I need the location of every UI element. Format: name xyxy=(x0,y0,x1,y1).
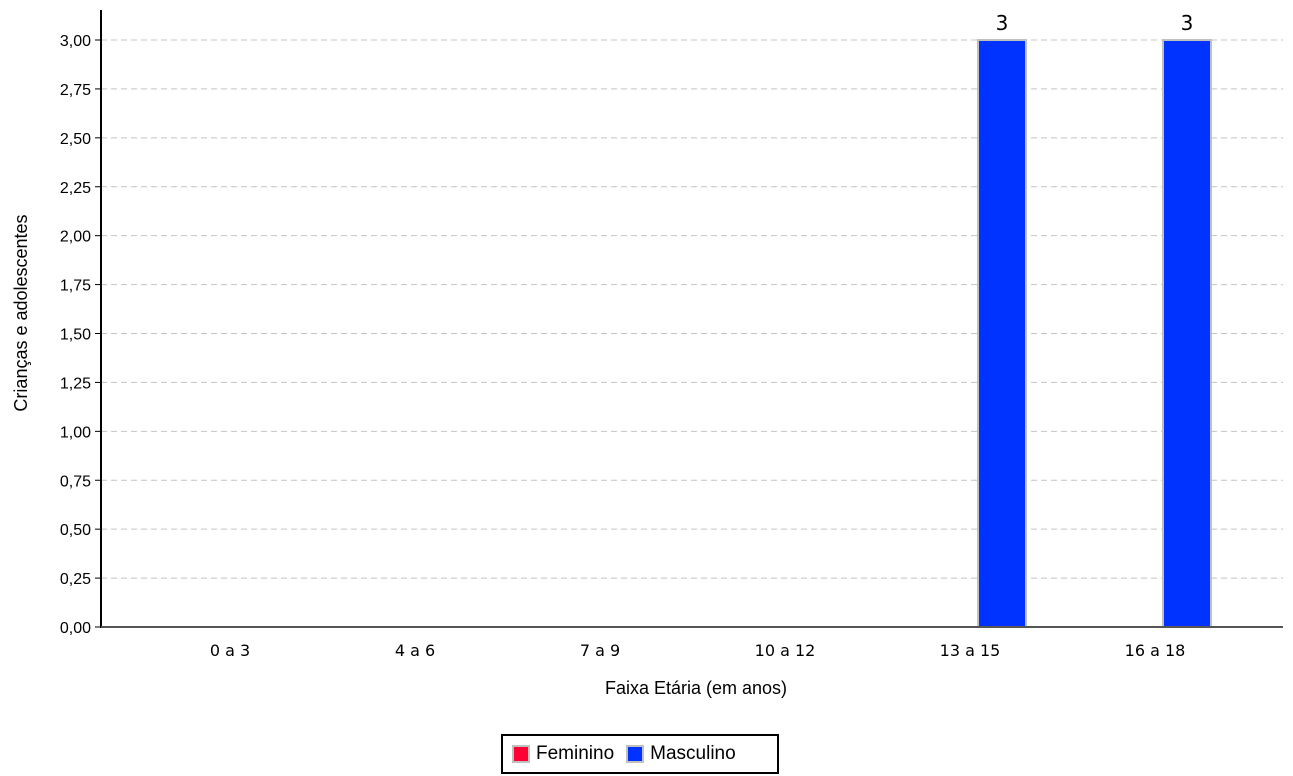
legend-label-masculino: Masculino xyxy=(650,743,736,764)
x-tick-label: 0 a 3 xyxy=(210,641,250,660)
y-tick-label: 1,75 xyxy=(60,278,91,295)
legend-item-masculino: Masculino xyxy=(626,743,736,765)
y-tick-label: 0,00 xyxy=(60,620,91,637)
legend-item-feminino: Feminino xyxy=(512,743,614,765)
x-axis-ticks: 0 a 3 4 a 6 7 a 9 10 a 12 13 a 15 16 a 18 xyxy=(210,641,1186,660)
x-tick-label: 16 a 18 xyxy=(1125,641,1186,660)
legend-swatch-feminino xyxy=(512,745,530,763)
grid-lines xyxy=(101,39,1283,579)
y-axis-title: Crianças e adolescentes xyxy=(11,214,31,411)
y-tick-label: 2,75 xyxy=(60,82,91,99)
y-tick-label: 1,25 xyxy=(60,375,91,392)
data-label: 3 xyxy=(1181,11,1194,35)
x-tick-label: 4 a 6 xyxy=(395,641,435,660)
legend-swatch-masculino xyxy=(626,745,645,763)
bar-masculino xyxy=(977,39,1027,628)
y-tick-label: 0,50 xyxy=(60,522,91,539)
x-tick-label: 13 a 15 xyxy=(940,641,1001,660)
y-axis-ticks: 0,00 0,25 0,50 0,75 1,00 1,25 1,50 1,75 2,00 2,25… xyxy=(60,33,101,637)
y-tick-label: 1,50 xyxy=(60,327,91,344)
y-tick-label: 2,00 xyxy=(60,229,91,246)
bar-chart: 0,00 0,25 0,50 0,75 1,00 1,25 1,50 1,75 2,00 2,25… xyxy=(11,10,1283,698)
x-tick-label: 10 a 12 xyxy=(755,641,816,660)
data-label: 3 xyxy=(996,11,1009,35)
y-tick-label: 2,25 xyxy=(60,180,91,197)
y-tick-label: 0,25 xyxy=(60,571,91,588)
y-tick-label: 0,75 xyxy=(60,473,91,490)
legend: Feminino Masculino xyxy=(501,734,779,774)
bar-masculino xyxy=(1162,39,1212,628)
y-tick-label: 2,50 xyxy=(60,131,91,148)
x-axis-title: Faixa Etária (em anos) xyxy=(605,678,787,698)
x-tick-label: 7 a 9 xyxy=(580,641,620,660)
y-tick-label: 3,00 xyxy=(60,33,91,50)
bars xyxy=(977,39,1212,628)
y-tick-label: 1,00 xyxy=(60,424,91,441)
legend-label-feminino: Feminino xyxy=(536,743,615,764)
